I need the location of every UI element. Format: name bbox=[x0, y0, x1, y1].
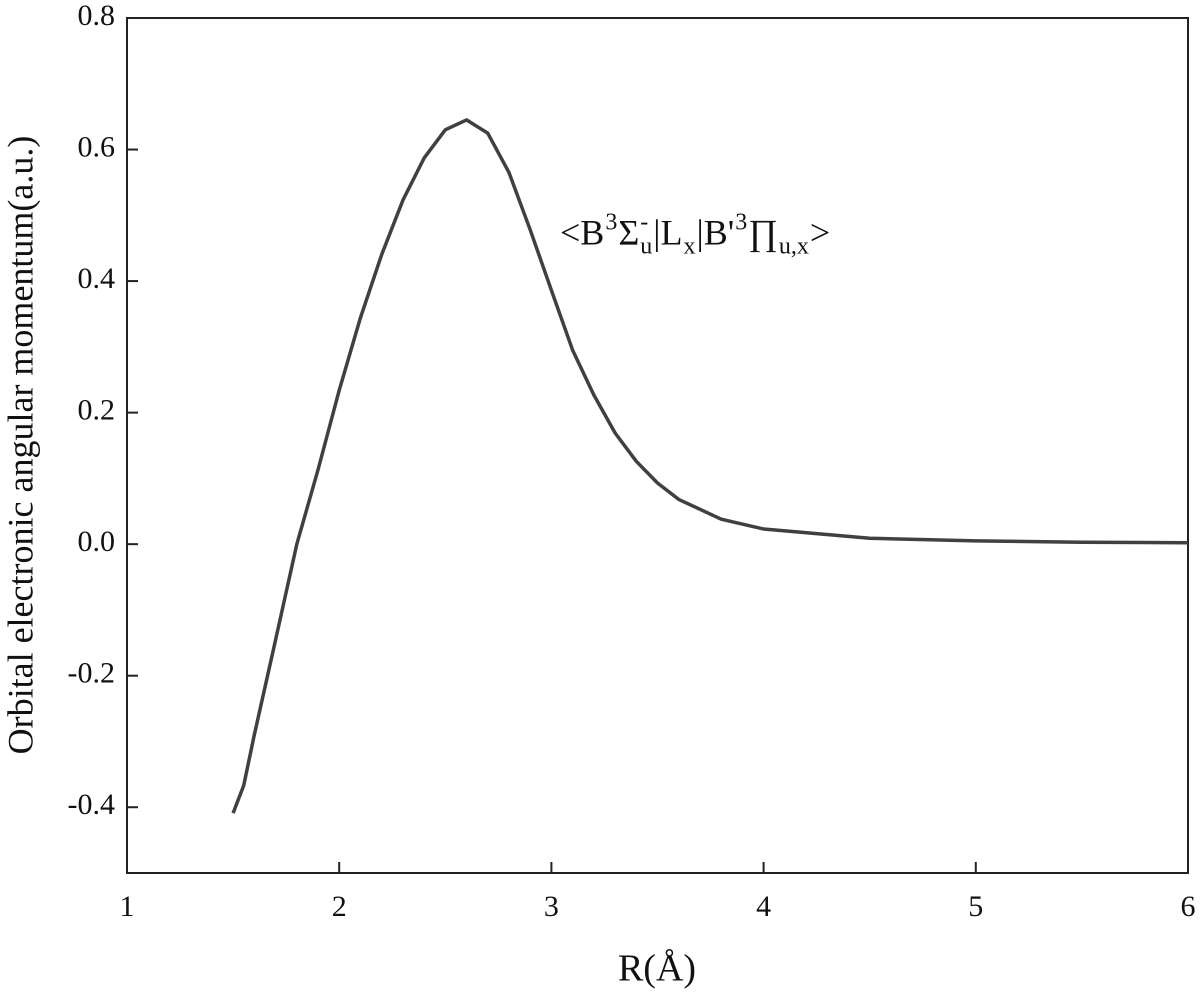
annotation-script: 3 bbox=[605, 210, 617, 236]
x-tick-label: 6 bbox=[1181, 890, 1196, 923]
annotation: > bbox=[810, 212, 830, 252]
x-tick-label: 5 bbox=[968, 890, 983, 923]
annotation-script: - bbox=[640, 210, 648, 236]
annotation-script: u,x bbox=[779, 234, 809, 260]
annotation: |L bbox=[653, 212, 682, 252]
annotation-script: 3 bbox=[735, 210, 747, 236]
annotation-script: x bbox=[683, 234, 695, 260]
x-tick-label: 3 bbox=[544, 890, 559, 923]
data-line bbox=[231, 118, 1189, 814]
y-axis-title: Orbital electronic angular momentum(a.u.… bbox=[0, 136, 40, 755]
y-tick-label: 0.4 bbox=[78, 262, 116, 295]
x-tick-label: 4 bbox=[756, 890, 771, 923]
x-tick-label: 1 bbox=[120, 890, 135, 923]
y-tick-label: 0.2 bbox=[78, 394, 116, 427]
y-tick-label: 0.6 bbox=[78, 130, 116, 163]
annotation: <B bbox=[560, 212, 604, 252]
annotation-script: u bbox=[640, 234, 652, 260]
x-tick-label: 2 bbox=[332, 890, 347, 923]
y-tick-label: -0.2 bbox=[68, 657, 116, 690]
y-tick-label: 0.8 bbox=[78, 0, 116, 32]
y-tick-label: -0.4 bbox=[68, 788, 116, 821]
plot-frame bbox=[126, 17, 1189, 874]
annotation: Σ bbox=[618, 212, 639, 252]
x-axis-title: R(Å) bbox=[618, 948, 696, 990]
annotation: ∏ bbox=[748, 212, 778, 252]
y-tick-label: 0.0 bbox=[78, 525, 116, 558]
annotation: |B' bbox=[696, 212, 734, 252]
